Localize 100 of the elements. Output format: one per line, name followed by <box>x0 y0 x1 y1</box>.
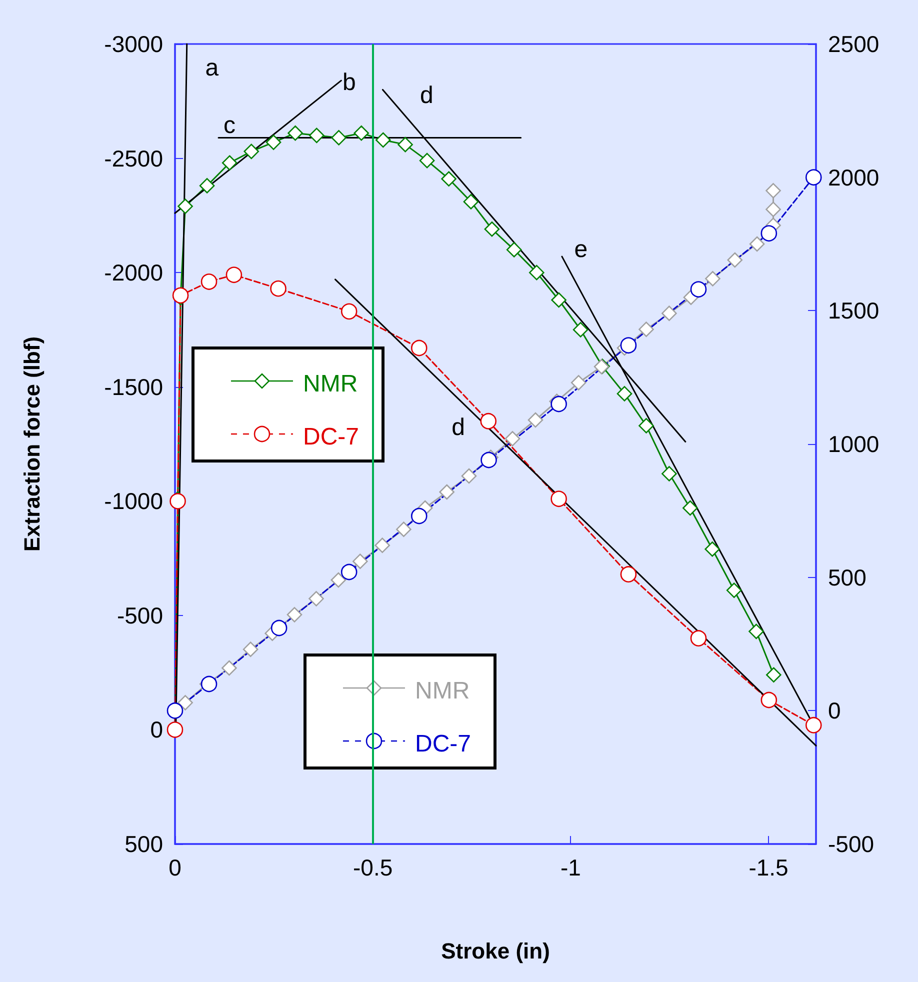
x-tick-label: -0.5 <box>353 854 393 880</box>
point <box>760 225 778 242</box>
point <box>662 466 677 482</box>
legend-label: DC-7 <box>415 730 472 758</box>
point <box>727 252 743 268</box>
y-tick-label: 0 <box>150 716 163 743</box>
x-axis-title: Stroke (in) <box>441 938 550 964</box>
point <box>504 431 520 446</box>
point <box>244 144 260 160</box>
point <box>463 194 479 210</box>
legend-label: NMR <box>303 370 358 398</box>
point <box>226 266 242 284</box>
point <box>704 541 720 557</box>
point <box>682 500 698 516</box>
legend-label: NMR <box>415 678 470 704</box>
point <box>374 538 390 553</box>
point <box>411 340 428 356</box>
point <box>396 522 412 537</box>
series-label: d <box>452 414 465 441</box>
series-label: a <box>205 54 220 82</box>
point <box>354 125 370 141</box>
point <box>222 660 237 676</box>
point <box>550 396 567 412</box>
point <box>638 322 654 337</box>
point <box>480 452 497 468</box>
point <box>172 287 189 304</box>
point <box>766 183 781 198</box>
point <box>178 695 193 710</box>
point <box>340 564 358 580</box>
point <box>506 242 522 258</box>
point <box>222 155 238 171</box>
point <box>805 716 822 734</box>
point <box>441 171 456 187</box>
y-tick-label: -1500 <box>104 374 163 400</box>
point <box>748 624 764 640</box>
point <box>461 468 477 484</box>
point <box>529 264 544 280</box>
point <box>199 178 215 194</box>
point <box>439 484 454 500</box>
point <box>705 271 720 286</box>
point <box>200 274 218 290</box>
y-tick-label: -3000 <box>104 31 163 57</box>
point <box>331 130 346 146</box>
point <box>419 152 435 168</box>
point <box>616 386 632 402</box>
point <box>200 676 218 692</box>
series-label: d <box>420 82 434 110</box>
y-axis-title: Extraction force (lbf) <box>20 336 44 552</box>
y2-tick-label: -500 <box>828 831 874 857</box>
point <box>411 508 428 524</box>
point <box>662 306 677 321</box>
point <box>620 337 637 354</box>
point <box>766 667 782 683</box>
point <box>805 169 822 186</box>
point <box>551 292 566 308</box>
point <box>749 236 765 252</box>
point <box>330 572 346 588</box>
point <box>690 281 707 298</box>
point <box>398 136 413 152</box>
y2-tick-label: 0 <box>828 698 841 724</box>
y-tick-label: -2000 <box>104 260 163 286</box>
point <box>170 492 186 510</box>
point <box>178 198 193 214</box>
point <box>550 490 567 508</box>
point <box>242 642 258 657</box>
series-label: c <box>224 112 236 140</box>
y2-tick-label: 2500 <box>828 31 880 57</box>
point <box>570 375 586 390</box>
x-tick-label: -1 <box>560 854 581 880</box>
point <box>309 128 324 144</box>
y-tick-label: 500 <box>124 831 163 857</box>
point <box>766 202 781 217</box>
point <box>484 221 500 237</box>
point <box>352 554 368 569</box>
x-tick-label: -1.5 <box>748 854 788 880</box>
point <box>690 630 707 646</box>
y-tick-label: -2500 <box>104 145 163 172</box>
point <box>638 418 654 434</box>
point <box>340 303 358 320</box>
point <box>480 412 497 430</box>
x-tick-label: 0 <box>168 854 182 880</box>
y2-tick-label: 500 <box>828 564 866 590</box>
point <box>266 134 282 150</box>
point <box>528 412 544 428</box>
point <box>572 322 588 338</box>
point <box>760 692 778 708</box>
point <box>270 620 288 636</box>
legend-label: DC-7 <box>303 424 360 450</box>
point <box>308 591 324 606</box>
y-tick-label: -500 <box>116 602 163 628</box>
y2-tick-label: 1000 <box>828 431 880 457</box>
series-label: b <box>342 69 356 96</box>
y2-tick-label: 1500 <box>828 298 880 324</box>
point <box>726 582 742 598</box>
point <box>288 125 303 141</box>
point <box>620 566 637 582</box>
series-label: e <box>574 236 588 264</box>
point <box>375 132 391 148</box>
y2-tick-label: 2000 <box>828 164 880 190</box>
point <box>286 607 302 622</box>
